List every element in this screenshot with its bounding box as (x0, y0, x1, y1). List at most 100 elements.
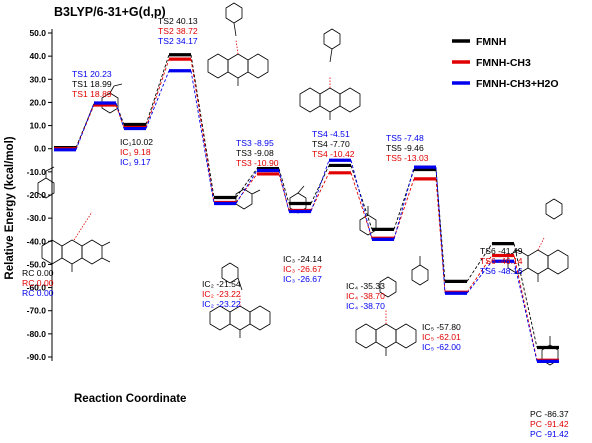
energy-value-label: TS2 38.72 (158, 26, 198, 36)
series-connector (350, 172, 373, 239)
flavin-structure-icon (355, 276, 417, 356)
series-connector (513, 243, 538, 348)
y-tick-label: 30.0 (29, 74, 46, 84)
energy-value-label: PC -91.42 (530, 419, 569, 429)
energy-value-label: IC₁10.02 (120, 137, 153, 147)
energy-value-label: TS4 -4.51 (312, 129, 350, 139)
energy-value-label: IC₁ 9.17 (120, 157, 151, 167)
energy-value-label: TS3 -10.90 (236, 158, 279, 168)
series-connector (190, 70, 215, 204)
y-tick-label: -70.0 (27, 306, 47, 316)
y-axis-title: Relative Energy (kcal/mol) (4, 136, 16, 279)
series-fmnh-ch3 (54, 57, 559, 362)
x-axis-title: Reaction Coordinate (74, 393, 186, 405)
energy-value-label: IC₃ -26.67 (283, 264, 322, 274)
energy-value-label: RC 0.00 (22, 278, 54, 288)
y-tick-label: -90.0 (27, 352, 47, 362)
energy-value-label: IC₄ -38.70 (346, 301, 385, 311)
energy-value-label: TS5 -7.48 (386, 133, 424, 143)
energy-value-label: IC₂ -21.54 (202, 279, 241, 289)
flavin-structure-icon (41, 211, 111, 272)
energy-series (54, 53, 559, 363)
series-connector (466, 255, 493, 293)
series-connector (435, 169, 446, 282)
flavin-structure-icon (299, 28, 361, 120)
y-tick-label: -50.0 (27, 259, 47, 269)
series-connector (435, 178, 446, 293)
y-tick-label: -60.0 (27, 283, 47, 293)
legend: FMNH FMNH-CH3 FMNH-CH3+H2O (452, 36, 559, 90)
energy-value-label: IC₁ 9.18 (120, 147, 151, 157)
series-connector (278, 170, 290, 212)
energy-value-label: TS5 -9.46 (386, 143, 424, 153)
legend-label: FMNH-CH3 (476, 57, 531, 69)
series-connector (310, 165, 330, 204)
energy-value-label: IC₅ -57.80 (422, 322, 461, 332)
y-tick-label: 50.0 (29, 28, 46, 38)
series-connector (145, 54, 170, 125)
energy-value-label: TS6 -48.16 (480, 266, 523, 276)
energy-value-label: IC₄ -35.33 (346, 281, 385, 291)
series-connector (145, 58, 170, 128)
y-tick-label: 40.0 (29, 51, 46, 61)
energy-value-label: IC₃ -26.67 (283, 274, 322, 284)
y-tick-label: 0.0 (34, 144, 46, 154)
energy-value-label: PC -86.37 (530, 409, 569, 419)
series-connector (350, 165, 373, 230)
series-connector (466, 243, 493, 282)
series-connector (145, 70, 170, 129)
energy-value-label: IC₅ -62.00 (422, 342, 461, 352)
series-connector (278, 168, 290, 204)
nitrosobenzene-icon (37, 166, 55, 199)
flavin-structure-icon (209, 262, 271, 338)
y-tick-label: 20.0 (29, 97, 46, 107)
y-tick-label: -80.0 (27, 329, 47, 339)
series-fmnh (54, 53, 559, 350)
series-connector (513, 255, 538, 361)
energy-value-label: TS5 -13.03 (386, 153, 429, 163)
series-connector (75, 102, 95, 150)
series-connector (115, 103, 125, 125)
energy-value-label: TS1 18.99 (72, 79, 112, 89)
series-connector (115, 102, 125, 129)
energy-value-label: TS3 -8.95 (236, 138, 274, 148)
series-connector (235, 170, 258, 204)
legend-label: FMNH (476, 36, 506, 48)
series-fmnh-ch3-h2o (54, 69, 559, 363)
energy-value-label: TS2 40.13 (158, 16, 198, 26)
series-connector (435, 167, 446, 294)
series-connector (393, 169, 415, 230)
energy-value-label: TS1 20.23 (72, 69, 112, 79)
series-connector (190, 59, 215, 203)
energy-value-label: TS4 -7.70 (312, 139, 350, 149)
y-axis: 50.0 40.0 30.0 20.0 10.0 0.0 -10.0 -20.0 -30.0 -4… (27, 28, 53, 362)
series-connector (115, 104, 125, 128)
series-connector (350, 160, 373, 240)
series-connector (393, 166, 415, 240)
energy-value-label: RC 0.00 (22, 268, 54, 278)
y-tick-label: -40.0 (27, 236, 47, 246)
energy-value-label: TS3 -9.08 (236, 148, 274, 158)
series-connector (75, 103, 95, 148)
y-tick-label: -30.0 (27, 213, 47, 223)
aniline-icon (411, 256, 429, 286)
series-connector (190, 54, 215, 198)
energy-value-label: IC₂ -23.22 (202, 289, 241, 299)
y-tick-label: -20.0 (27, 190, 47, 200)
energy-value-label: TS2 34.17 (158, 36, 198, 46)
series-connector (513, 261, 538, 362)
chart-title: B3LYP/6-31+G(d,p) (54, 5, 166, 19)
